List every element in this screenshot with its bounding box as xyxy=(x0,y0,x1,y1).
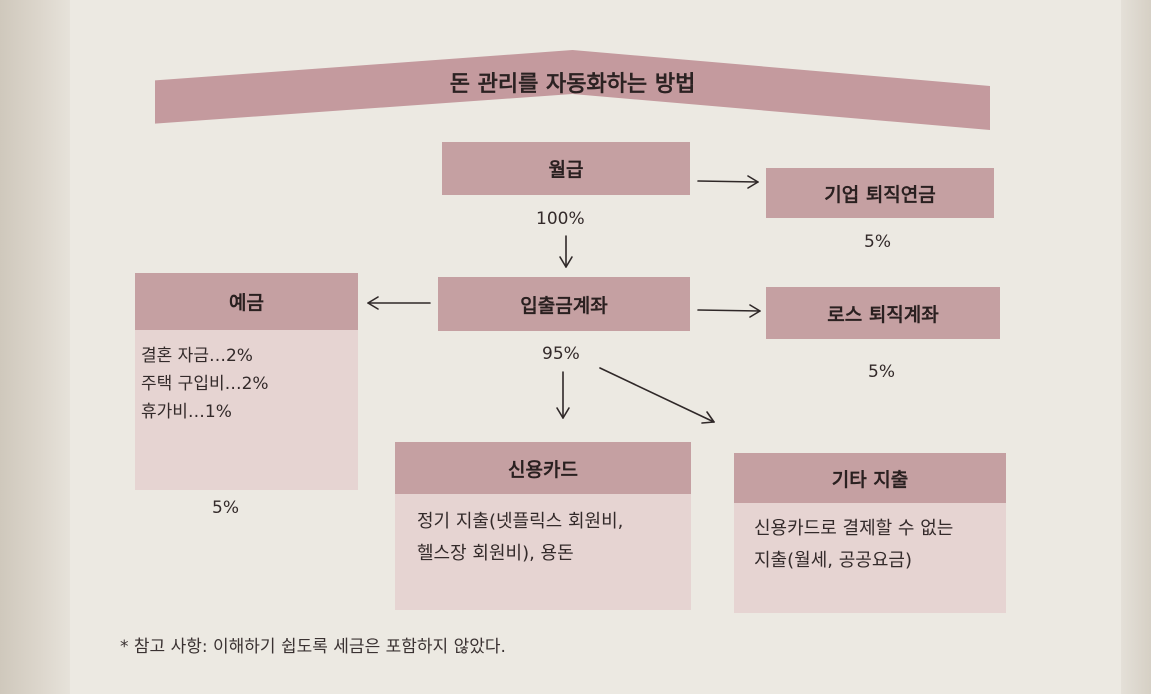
arrow-account-to-credit-card xyxy=(556,371,570,419)
credit-card-desc-line: 정기 지출(넷플릭스 회원비, xyxy=(417,511,624,532)
arrow-account-to-other-spending xyxy=(599,367,715,424)
savings-item: 결혼 자금…2% xyxy=(141,346,253,366)
credit-card-header: 신용카드 xyxy=(395,442,691,494)
page-gutter xyxy=(0,0,70,694)
savings-panel: 결혼 자금…2% 주택 구입비…2% 휴가비…1% xyxy=(135,330,358,490)
savings-item: 휴가비…1% xyxy=(141,402,232,422)
savings-label: 예금 xyxy=(229,292,264,314)
page-edge-right xyxy=(1121,0,1151,694)
salary-to-account-percent: 100% xyxy=(536,209,585,229)
roth-account-label: 로스 퇴직계좌 xyxy=(827,303,939,326)
deposit-account-label: 입출금계좌 xyxy=(520,294,608,317)
credit-card-panel: 정기 지출(넷플릭스 회원비, 헬스장 회원비), 용돈 xyxy=(395,494,691,610)
account-outflow-percent: 95% xyxy=(542,344,580,364)
savings-item: 주택 구입비…2% xyxy=(141,374,269,394)
credit-card-label: 신용카드 xyxy=(508,458,578,481)
salary-label: 월급 xyxy=(548,159,584,181)
roth-account-box: 로스 퇴직계좌 xyxy=(766,287,1000,339)
arrow-account-to-roth xyxy=(697,304,761,318)
savings-header: 예금 xyxy=(135,273,358,330)
roth-percent: 5% xyxy=(868,362,895,382)
other-spending-panel: 신용카드로 결제할 수 없는 지출(월세, 공공요금) xyxy=(734,503,1006,613)
credit-card-desc-line: 헬스장 회원비), 용돈 xyxy=(417,543,574,564)
other-spending-desc-line: 지출(월세, 공공요금) xyxy=(754,550,912,571)
arrow-salary-to-pension xyxy=(697,175,759,189)
deposit-account-box: 입출금계좌 xyxy=(438,277,690,331)
company-pension-box: 기업 퇴직연금 xyxy=(766,168,994,218)
arrow-salary-to-account xyxy=(559,235,573,268)
company-pension-label: 기업 퇴직연금 xyxy=(824,183,936,206)
company-pension-percent: 5% xyxy=(864,232,891,252)
diagram-title: 돈 관리를 자동화하는 방법 xyxy=(449,72,696,97)
savings-percent: 5% xyxy=(212,498,239,518)
other-spending-label: 기타 지출 xyxy=(831,468,909,491)
other-spending-desc-line: 신용카드로 결제할 수 없는 xyxy=(754,518,954,539)
other-spending-header: 기타 지출 xyxy=(734,453,1006,503)
footnote: * 참고 사항: 이해하기 쉽도록 세금은 포함하지 않았다. xyxy=(120,637,506,657)
arrow-account-to-savings xyxy=(367,296,431,310)
salary-box: 월급 xyxy=(442,142,690,195)
